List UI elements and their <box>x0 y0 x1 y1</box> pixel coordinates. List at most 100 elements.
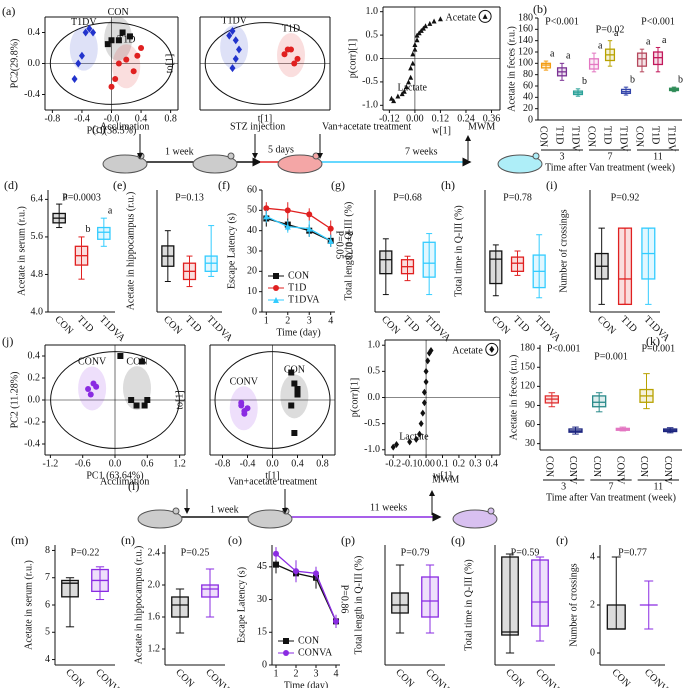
box <box>501 556 519 636</box>
x-tick-label: T1D <box>650 126 661 144</box>
group-label: 11 <box>654 481 664 492</box>
point <box>112 76 119 82</box>
y-tick-label: 120 <box>518 46 533 57</box>
schematic-text: Van+acetate treatment <box>322 121 411 132</box>
y-tick-label: 2 <box>590 599 595 610</box>
y-tick-label: 5.6 <box>31 231 44 242</box>
y-tick-label: 0 <box>528 114 533 125</box>
point <box>85 386 92 392</box>
y-tick-label: 0.2 <box>28 372 41 383</box>
mouse-ear <box>487 507 495 515</box>
point <box>134 52 141 59</box>
mouse-ear <box>227 152 235 160</box>
y-tick-label: 180 <box>520 342 535 353</box>
point <box>288 402 295 409</box>
y-tick-label: 60 <box>525 419 535 430</box>
x-tick-label: CON <box>161 314 184 337</box>
point <box>241 410 248 417</box>
point <box>406 79 412 85</box>
p-value: P<0.001 <box>547 343 581 354</box>
point <box>273 550 279 557</box>
letter: a <box>614 28 619 39</box>
point <box>126 33 133 40</box>
schematic-text: MWM <box>432 474 459 485</box>
letter: b <box>582 76 587 87</box>
point <box>407 438 413 446</box>
letter: b <box>630 74 635 85</box>
box <box>201 584 219 598</box>
x-tick-label: CON <box>379 314 402 337</box>
x-tick-label: T1DVA <box>532 314 563 345</box>
panel-label: (g) <box>331 178 345 192</box>
x-tick-label: 3 <box>307 315 312 326</box>
p-value: P=0.001 <box>594 351 628 362</box>
schematic-text: Van+acetate treatment <box>228 476 317 487</box>
point <box>75 59 82 68</box>
point <box>273 561 279 568</box>
panel-label: (k) <box>646 334 660 348</box>
box <box>391 592 409 614</box>
x-tick-label: 0.8 <box>316 458 329 469</box>
y-tick-label: 4.8 <box>31 269 44 280</box>
y-tick-label: -0.4 <box>24 89 40 100</box>
y-tick-label: -1.0 <box>362 100 378 111</box>
x-axis-label: Time (day) <box>276 327 320 338</box>
y-tick-label: -1.0 <box>364 444 380 455</box>
box <box>171 596 189 618</box>
y-tick-label: 60 <box>523 80 533 91</box>
x-tick-label: 2 <box>285 315 290 326</box>
y-axis-label: Escape Latency (s) <box>226 213 237 289</box>
x-tick-label: CONVA <box>642 667 675 688</box>
box <box>592 395 607 408</box>
mouse-ear <box>532 152 540 160</box>
line <box>275 553 337 622</box>
point <box>93 383 100 390</box>
y-tick-label: 20 <box>523 103 533 114</box>
box <box>61 579 79 598</box>
y-axis-label: Acetate in hippocampus (r.u.) <box>125 192 136 311</box>
x-tick-label: CON <box>595 314 618 337</box>
highlight <box>485 342 499 356</box>
p-value: P=0.59 <box>511 547 540 558</box>
group-label: T1D <box>282 23 300 34</box>
y-tick-label: 90 <box>525 400 535 411</box>
p-value: P=0.68 <box>393 192 422 203</box>
y-tick-label: 0.0 <box>366 53 379 64</box>
group-ellipse <box>112 44 141 89</box>
y-tick-label: -0.2 <box>24 416 40 427</box>
y-tick-label: 120 <box>520 381 535 392</box>
point <box>78 51 85 60</box>
legend-marker <box>273 273 279 279</box>
x-tick-label: CONVA <box>423 667 456 688</box>
panel-label: (a) <box>2 4 15 18</box>
y-tick-label: 50 <box>247 205 257 216</box>
p-value: P=0.86 <box>339 585 350 614</box>
y-tick-label: 0 <box>590 647 595 658</box>
x-tick-label: CONV <box>615 456 626 485</box>
legend-marker <box>273 297 279 303</box>
x-tick-label: T1D <box>401 314 422 335</box>
y-axis-label: p(corr)[1] <box>349 378 360 417</box>
y-axis-label: Acetate in feces (r.u.) <box>508 355 519 441</box>
point <box>417 430 422 438</box>
group-label: T1DV <box>71 17 97 28</box>
panel-label: (e) <box>113 178 126 192</box>
p-value: P=0.02 <box>596 24 625 35</box>
annotation: Acetate <box>446 13 477 24</box>
point <box>425 357 431 365</box>
point <box>291 60 298 67</box>
y-tick-label: 0.5 <box>368 366 381 377</box>
y-axis-label: p(corr)[1] <box>347 39 358 78</box>
point <box>421 399 427 407</box>
schematic-text: Acclimation <box>100 476 149 487</box>
y-tick-label: 160 <box>518 24 533 35</box>
point <box>482 13 488 19</box>
group-label: CONV <box>230 377 259 388</box>
x-tick-label: T1DV <box>618 126 629 152</box>
y-axis-label: to[1] <box>174 390 185 409</box>
point <box>294 55 301 62</box>
x-tick-label: -0.12 <box>379 113 400 124</box>
x-tick-label: -0.2 <box>385 458 401 469</box>
point <box>108 83 115 90</box>
letter: a <box>566 51 571 62</box>
